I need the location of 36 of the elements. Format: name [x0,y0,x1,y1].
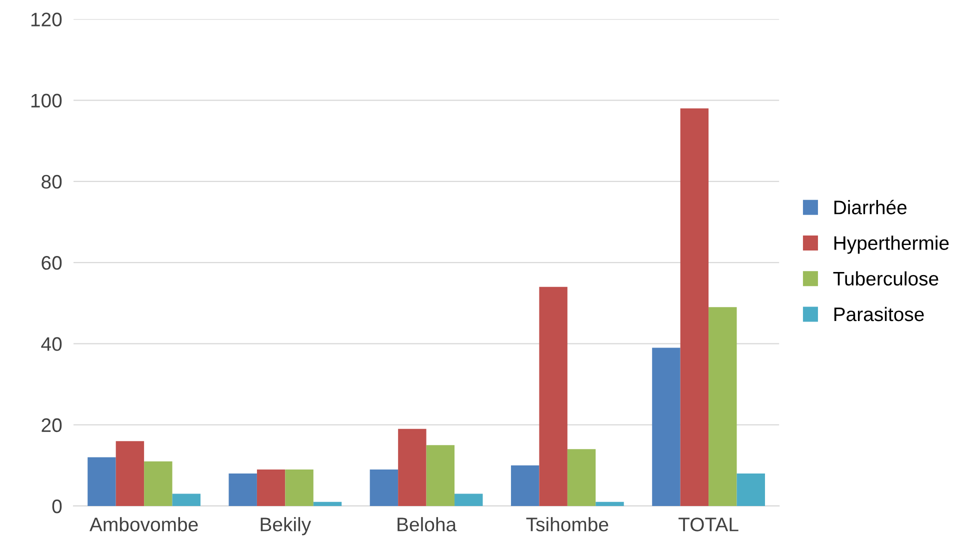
bar [652,348,680,506]
y-tick-label: 100 [31,94,62,108]
legend-label: Hyperthermie [834,236,949,254]
bar [510,465,540,506]
bar [88,457,116,506]
bar [313,502,342,506]
legend-label: Diarrhée [834,200,907,214]
x-tick-label: Ambovombe [90,517,198,532]
y-tick-label: 80 [42,174,62,189]
bar [228,474,257,506]
bar [285,469,314,506]
bar [116,441,144,506]
bar [454,494,483,506]
bar [172,494,201,506]
bar [398,428,426,506]
legend-label: Parasitose [834,306,924,322]
bar [539,286,568,506]
y-tick-label: 20 [42,418,62,432]
bar [567,449,596,506]
bar [370,469,398,506]
y-tick-label: 0 [52,499,62,514]
bar [256,469,286,506]
bar [680,108,709,506]
x-tick-label: Tsihombe [526,517,608,532]
x-tick-label: Bekily [260,517,312,536]
legend-label: Tuberculose [833,271,938,286]
y-tick-label: 40 [41,337,62,351]
y-tick-label: 60 [42,256,62,270]
y-tick-label: 120 [31,12,62,26]
x-tick-label: TOTAL [678,518,738,532]
bar [736,474,765,506]
bar [426,445,455,506]
bar [596,502,624,506]
x-tick-label: Beloha [398,517,457,532]
bar [144,461,172,506]
bar [708,307,737,506]
